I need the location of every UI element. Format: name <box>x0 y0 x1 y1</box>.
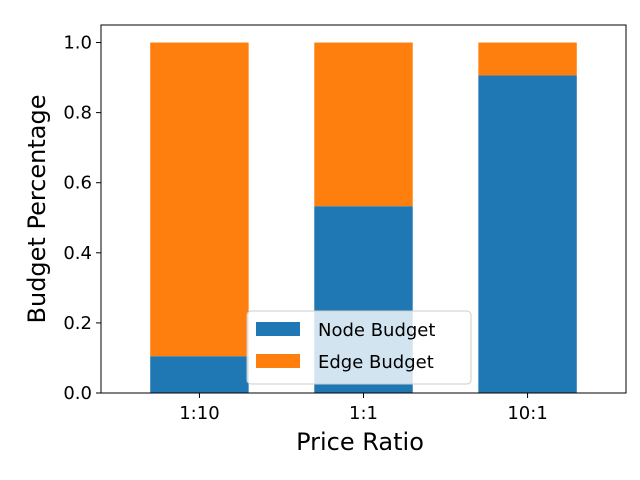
bar-edge-budget-2 <box>478 42 577 76</box>
x-tick-label: 1:1 <box>349 403 378 424</box>
bar-edge-budget-0 <box>150 42 249 357</box>
bar-group <box>150 42 577 394</box>
legend-label-edge-budget: Edge Budget <box>318 352 434 373</box>
y-axis-label: Budget Percentage <box>23 95 51 324</box>
legend-swatch-node-budget <box>256 322 300 336</box>
y-tick-label: 0.4 <box>63 243 92 264</box>
legend-swatch-edge-budget <box>256 354 300 368</box>
legend-label-node-budget: Node Budget <box>318 320 435 341</box>
y-tick-label: 0.6 <box>63 173 92 194</box>
x-axis-ticks: 1:10 1:1 10:1 <box>179 393 548 424</box>
legend: Node Budget Edge Budget <box>246 310 472 385</box>
y-axis-ticks: 0.0 0.2 0.4 0.6 0.8 1.0 <box>63 33 101 404</box>
bar-node-budget-0 <box>150 356 249 393</box>
y-tick-label: 1.0 <box>63 33 92 54</box>
y-tick-label: 0.0 <box>63 383 92 404</box>
x-tick-label: 1:10 <box>179 403 219 424</box>
bar-node-budget-2 <box>478 75 577 394</box>
x-axis-label: Price Ratio <box>296 428 424 456</box>
legend-box <box>246 310 472 385</box>
x-tick-label: 10:1 <box>507 403 547 424</box>
y-tick-label: 0.8 <box>63 103 92 124</box>
bar-edge-budget-1 <box>314 42 413 207</box>
y-tick-label: 0.2 <box>63 313 92 334</box>
